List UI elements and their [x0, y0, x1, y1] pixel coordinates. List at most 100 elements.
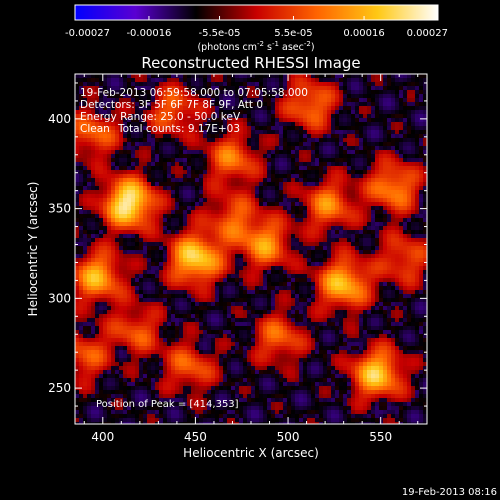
heatmap-pixel: [383, 158, 388, 163]
heatmap-pixel: [287, 126, 292, 131]
heatmap-pixel: [307, 82, 312, 87]
heatmap-pixel: [315, 126, 320, 131]
heatmap-pixel: [111, 90, 116, 95]
heatmap-pixel: [75, 106, 80, 111]
heatmap-pixel: [263, 270, 268, 275]
heatmap-pixel: [295, 206, 300, 211]
heatmap-pixel: [327, 282, 332, 287]
heatmap-pixel: [403, 162, 408, 167]
heatmap-pixel: [299, 226, 304, 231]
heatmap-pixel: [211, 202, 216, 207]
heatmap-pixel: [159, 90, 164, 95]
heatmap-pixel: [271, 234, 276, 239]
heatmap-pixel: [171, 246, 176, 251]
heatmap-pixel: [107, 286, 112, 291]
heatmap-pixel: [283, 158, 288, 163]
heatmap-pixel: [375, 162, 380, 167]
heatmap-pixel: [215, 146, 220, 151]
heatmap-pixel: [299, 94, 304, 99]
heatmap-pixel: [87, 222, 92, 227]
heatmap-pixel: [279, 82, 284, 87]
heatmap-pixel: [411, 142, 416, 147]
heatmap-pixel: [87, 230, 92, 235]
heatmap-pixel: [111, 166, 116, 171]
heatmap-pixel: [83, 258, 88, 263]
heatmap-pixel: [315, 102, 320, 107]
heatmap-pixel: [135, 154, 140, 159]
heatmap-pixel: [407, 214, 412, 219]
heatmap-pixel: [415, 202, 420, 207]
heatmap-pixel: [183, 250, 188, 255]
heatmap-pixel: [99, 82, 104, 87]
heatmap-pixel: [175, 98, 180, 103]
heatmap-pixel: [115, 214, 120, 219]
heatmap-pixel: [359, 150, 364, 155]
heatmap-pixel: [227, 258, 232, 263]
heatmap-pixel: [343, 158, 348, 163]
heatmap-pixel: [119, 210, 124, 215]
heatmap-pixel: [315, 266, 320, 271]
heatmap-pixel: [115, 250, 120, 255]
heatmap-pixel: [143, 254, 148, 259]
heatmap-pixel: [219, 134, 224, 139]
heatmap-pixel: [271, 194, 276, 199]
heatmap-pixel: [299, 294, 304, 299]
heatmap-pixel: [399, 266, 404, 271]
heatmap-pixel: [191, 246, 196, 251]
heatmap-pixel: [143, 210, 148, 215]
heatmap-pixel: [163, 122, 168, 127]
heatmap-pixel: [127, 106, 132, 111]
heatmap-pixel: [83, 254, 88, 259]
heatmap-pixel: [155, 286, 160, 291]
heatmap-pixel: [107, 170, 112, 175]
heatmap-pixel: [75, 254, 80, 259]
heatmap-pixel: [351, 130, 356, 135]
heatmap-pixel: [307, 198, 312, 203]
heatmap-pixel: [243, 298, 248, 303]
heatmap-pixel: [207, 114, 212, 119]
heatmap-pixel: [375, 134, 380, 139]
heatmap-pixel: [271, 286, 276, 291]
heatmap-pixel: [103, 202, 108, 207]
heatmap-pixel: [179, 186, 184, 191]
heatmap-pixel: [283, 254, 288, 259]
heatmap-pixel: [195, 210, 200, 215]
heatmap-pixel: [191, 202, 196, 207]
heatmap-pixel: [79, 114, 84, 119]
heatmap-pixel: [231, 282, 236, 287]
heatmap-pixel: [251, 278, 256, 283]
heatmap-pixel: [107, 218, 112, 223]
heatmap-pixel: [155, 298, 160, 303]
heatmap-pixel: [139, 282, 144, 287]
heatmap-pixel: [335, 186, 340, 191]
heatmap-pixel: [139, 242, 144, 247]
heatmap-pixel: [147, 286, 152, 291]
heatmap-pixel: [191, 242, 196, 247]
heatmap-pixel: [411, 286, 416, 291]
heatmap-pixel: [151, 194, 156, 199]
heatmap-pixel: [171, 222, 176, 227]
heatmap-pixel: [355, 206, 360, 211]
heatmap-pixel: [91, 294, 96, 299]
heatmap-pixel: [167, 298, 172, 303]
heatmap-pixel: [283, 74, 288, 79]
heatmap-pixel: [287, 82, 292, 87]
heatmap-pixel: [199, 290, 204, 295]
heatmap-pixel: [79, 198, 84, 203]
heatmap-pixel: [295, 118, 300, 123]
heatmap-pixel: [99, 262, 104, 267]
heatmap-pixel: [423, 246, 427, 251]
heatmap-pixel: [419, 222, 424, 227]
heatmap-pixel: [415, 130, 420, 135]
heatmap-pixel: [295, 82, 300, 87]
heatmap-pixel: [231, 230, 236, 235]
heatmap-pixel: [267, 226, 272, 231]
heatmap-pixel: [315, 250, 320, 255]
heatmap-pixel: [327, 230, 332, 235]
heatmap-pixel: [387, 230, 392, 235]
heatmap-pixel: [143, 134, 148, 139]
heatmap-pixel: [127, 202, 132, 207]
heatmap-pixel: [255, 270, 260, 275]
heatmap-pixel: [119, 166, 124, 171]
heatmap-pixel: [379, 94, 384, 99]
